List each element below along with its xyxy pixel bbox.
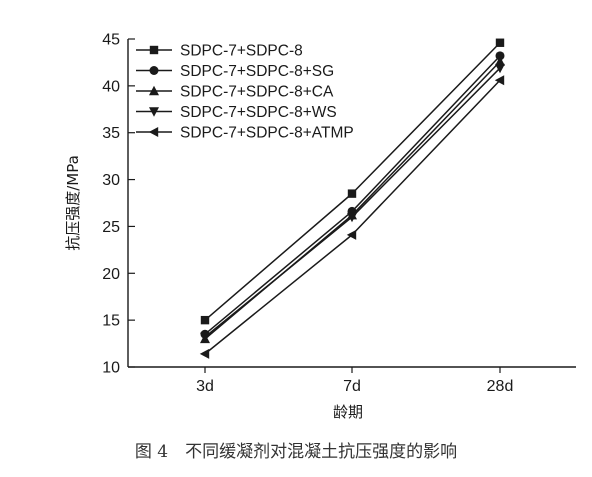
legend: SDPC-7+SDPC-8 SDPC-7+SDPC-8+SG SDPC-7+SDPC… [136,43,354,142]
x-axis-title: 龄期 [333,403,363,421]
x-tick-label: 7d [343,378,361,395]
legend-marker [149,107,159,117]
legend-label: SDPC-7+SDPC-8 [180,43,303,60]
y-tick-label: 35 [102,125,120,142]
y-tick-label: 10 [102,360,120,377]
data-point-s2-28d [495,51,505,61]
data-point-s3-28d [495,56,505,66]
y-tick-label: 20 [102,266,120,283]
data-point-s4-3d [200,332,210,343]
data-point-s1-3d [200,315,210,325]
data-point-s5-28d [494,75,505,86]
data-point-s1-28d [495,38,505,47]
data-point-s4-28d [495,63,505,74]
y-tick-label: 25 [102,219,120,236]
x-tick-label: 3d [196,378,214,395]
y-tick-label: 45 [102,32,120,49]
y-axis-title: 抗压强度/MPa [64,155,82,251]
legend-marker [149,45,159,55]
legend-marker [148,127,159,137]
y-ticks: 10 15 20 25 30 35 40 45 [102,32,135,377]
x-tick-label: 28d [487,378,514,395]
y-tick-label: 30 [102,172,120,189]
legend-label: SDPC-7+SDPC-8+CA [180,84,334,101]
data-point-s5-3d [199,348,210,359]
data-point-s1-7d [347,189,357,198]
data-point-s5-7d [346,229,357,240]
legend-marker [149,85,159,96]
legend-marker [149,66,159,75]
legend-label: SDPC-7+SDPC-8+ATMP [180,125,354,142]
series-markers [199,38,505,359]
figure-caption: 图 4 不同缓凝剂对混凝土抗压强度的影响 [135,442,457,462]
x-ticks: 3d 7d 28d [196,367,513,395]
y-tick-label: 40 [102,78,120,95]
legend-label: SDPC-7+SDPC-8+SG [180,63,334,80]
y-tick-label: 15 [102,313,120,330]
data-point-s4-7d [347,212,357,223]
legend-label: SDPC-7+SDPC-8+WS [180,104,337,121]
